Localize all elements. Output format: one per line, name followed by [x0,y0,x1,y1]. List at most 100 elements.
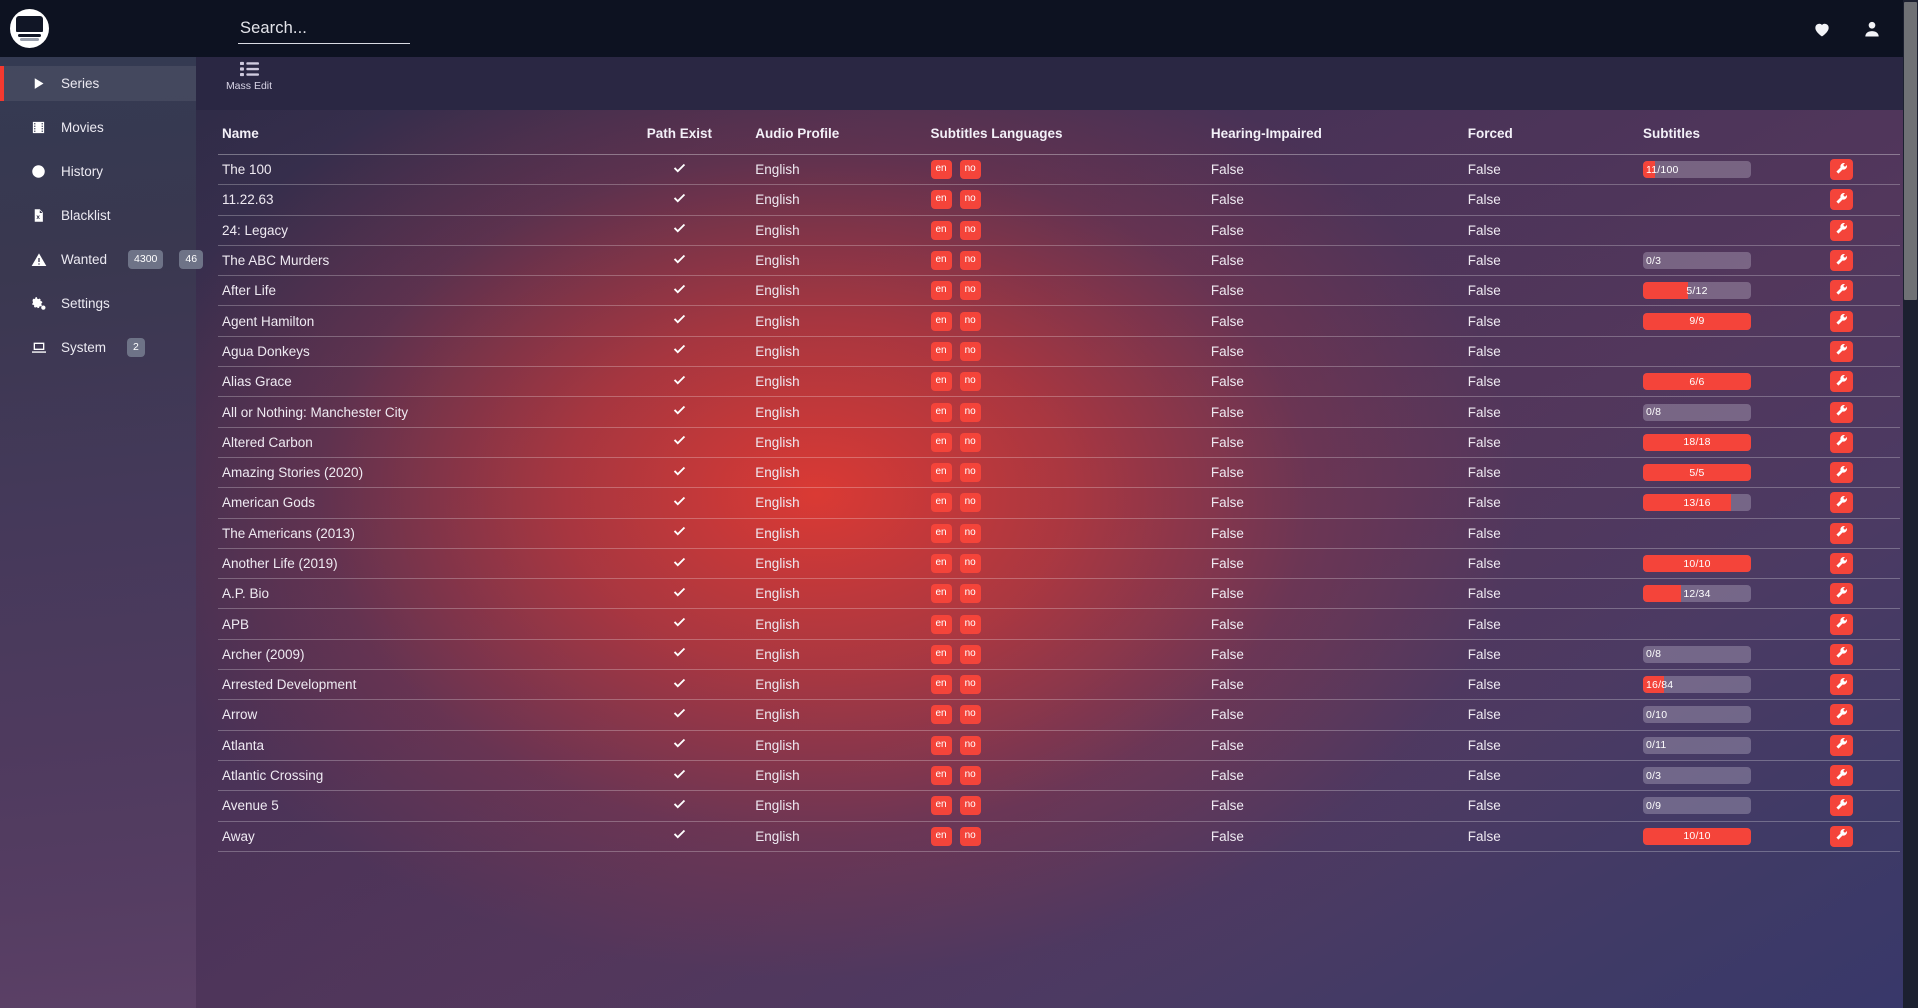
cell-name[interactable]: Archer (2009) [218,639,604,671]
logo-container[interactable] [0,9,58,48]
column-header-audio[interactable]: Audio Profile [755,110,931,155]
sidebar-item-settings[interactable]: Settings [0,286,196,321]
edit-series-button[interactable] [1829,643,1853,665]
table-row[interactable]: Arrow English en no False False 0/10 [218,699,1900,731]
edit-series-button[interactable] [1829,674,1853,696]
table-row[interactable]: All or Nothing: Manchester City English en… [218,396,1900,428]
cell-name[interactable]: All or Nothing: Manchester City [218,396,604,428]
language-badge[interactable]: no [959,735,981,755]
language-badge[interactable]: en [930,644,952,664]
language-badge[interactable]: no [959,190,981,210]
cell-name[interactable]: 24: Legacy [218,215,604,246]
search-container[interactable] [238,13,410,44]
edit-series-button[interactable] [1829,492,1853,514]
cell-name[interactable]: Atlanta [218,730,604,761]
table-row[interactable]: A.P. Bio English en no False False 12/34 [218,578,1900,610]
table-row[interactable]: Arrested Development English en no False Fals… [218,669,1900,701]
cell-name[interactable]: Avenue 5 [218,790,604,822]
language-badge[interactable]: no [959,463,981,483]
language-badge[interactable]: en [930,251,952,271]
language-badge[interactable]: no [959,614,981,634]
table-row[interactable]: Amazing Stories (2020) English en no False Fa… [218,457,1900,489]
language-badge[interactable]: en [930,796,952,816]
table-row[interactable]: Agent Hamilton English en no False False 9/9 [218,305,1900,337]
edit-series-button[interactable] [1829,280,1853,302]
cell-name[interactable]: APB [218,608,604,640]
table-row[interactable]: Atlanta English en no False False 0/11 [218,730,1900,761]
table-row[interactable]: The ABC Murders English en no False False 0/3 [218,245,1900,277]
table-row[interactable]: Away English en no False False 10/10 [218,821,1900,852]
language-badge[interactable]: en [930,463,952,483]
search-input[interactable] [238,19,410,43]
language-badge[interactable]: en [930,614,952,634]
language-badge[interactable]: no [959,554,981,573]
cell-name[interactable]: The 100 [218,154,604,186]
language-badge[interactable]: no [959,826,981,846]
language-badge[interactable]: no [959,584,981,604]
language-badge[interactable]: en [930,554,952,573]
language-badge[interactable]: en [930,523,952,543]
cell-name[interactable]: 11.22.63 [218,184,604,216]
edit-series-button[interactable] [1829,401,1853,423]
edit-series-button[interactable] [1829,613,1853,635]
table-row[interactable]: 24: Legacy English en no False False [218,215,1900,246]
mass-edit-button[interactable]: Mass Edit [220,61,278,92]
table-row[interactable]: Agua Donkeys English en no False False [218,336,1900,368]
table-row[interactable]: Another Life (2019) English en no False False… [218,548,1900,580]
table-row[interactable]: American Gods English en no False False 13/16 [218,487,1900,519]
sidebar-item-series[interactable]: Series [0,66,196,101]
vertical-scrollbar[interactable] [1903,0,1918,1008]
user-icon[interactable] [1860,17,1884,41]
column-header-langs[interactable]: Subtitles Languages [930,110,1211,155]
cell-name[interactable]: The ABC Murders [218,245,604,277]
language-badge[interactable]: en [930,281,952,301]
sidebar-item-wanted[interactable]: Wanted 4300 46 [0,242,204,277]
language-badge[interactable]: en [930,705,952,725]
table-row[interactable]: The 100 English en no False False 11/100 [218,154,1900,186]
language-badge[interactable]: en [930,372,952,392]
cell-name[interactable]: Amazing Stories (2020) [218,457,604,489]
table-row[interactable]: Atlantic Crossing English en no False False 0/… [218,760,1900,792]
language-badge[interactable]: no [959,160,981,180]
language-badge[interactable]: no [959,493,981,513]
sidebar-item-system[interactable]: System 2 [0,330,196,365]
language-badge[interactable]: en [930,826,952,846]
cell-name[interactable]: American Gods [218,487,604,519]
table-row[interactable]: Altered Carbon English en no False False 18/18 [218,427,1900,458]
language-badge[interactable]: no [959,311,981,331]
cell-name[interactable]: Altered Carbon [218,427,604,458]
column-header-forced[interactable]: Forced [1467,110,1643,155]
edit-series-button[interactable] [1829,219,1853,241]
language-badge[interactable]: en [930,402,952,422]
table-row[interactable]: APB English en no False False [218,608,1900,640]
column-header-hi[interactable]: Hearing-Impaired [1210,110,1468,155]
language-badge[interactable]: en [930,432,952,452]
language-badge[interactable]: no [959,432,981,452]
language-badge[interactable]: no [959,705,981,725]
language-badge[interactable]: en [930,766,952,786]
sidebar-item-blacklist[interactable]: Blacklist [0,198,196,233]
language-badge[interactable]: en [930,735,952,755]
language-badge[interactable]: no [959,251,981,271]
language-badge[interactable]: no [959,341,981,361]
language-badge[interactable]: no [959,766,981,786]
heart-icon[interactable] [1810,17,1834,41]
edit-series-button[interactable] [1829,734,1853,756]
cell-name[interactable]: Alias Grace [218,366,604,398]
edit-series-button[interactable] [1829,340,1853,362]
table-row[interactable]: Alias Grace English en no False False 6/6 [218,366,1900,398]
edit-series-button[interactable] [1829,795,1853,817]
cell-name[interactable]: Agent Hamilton [218,305,604,337]
cell-name[interactable]: The Americans (2013) [218,518,604,549]
edit-series-button[interactable] [1829,159,1853,181]
sidebar-item-history[interactable]: History [0,154,196,189]
edit-series-button[interactable] [1829,522,1853,544]
language-badge[interactable]: no [959,796,981,816]
edit-series-button[interactable] [1829,553,1853,574]
column-header-subtitles[interactable]: Subtitles [1643,110,1830,155]
edit-series-button[interactable] [1829,704,1853,726]
scrollbar-thumb[interactable] [1904,2,1917,300]
cell-name[interactable]: Arrested Development [218,669,604,701]
table-row[interactable]: After Life English en no False False 5/12 [218,275,1900,307]
cell-name[interactable]: A.P. Bio [218,578,604,610]
